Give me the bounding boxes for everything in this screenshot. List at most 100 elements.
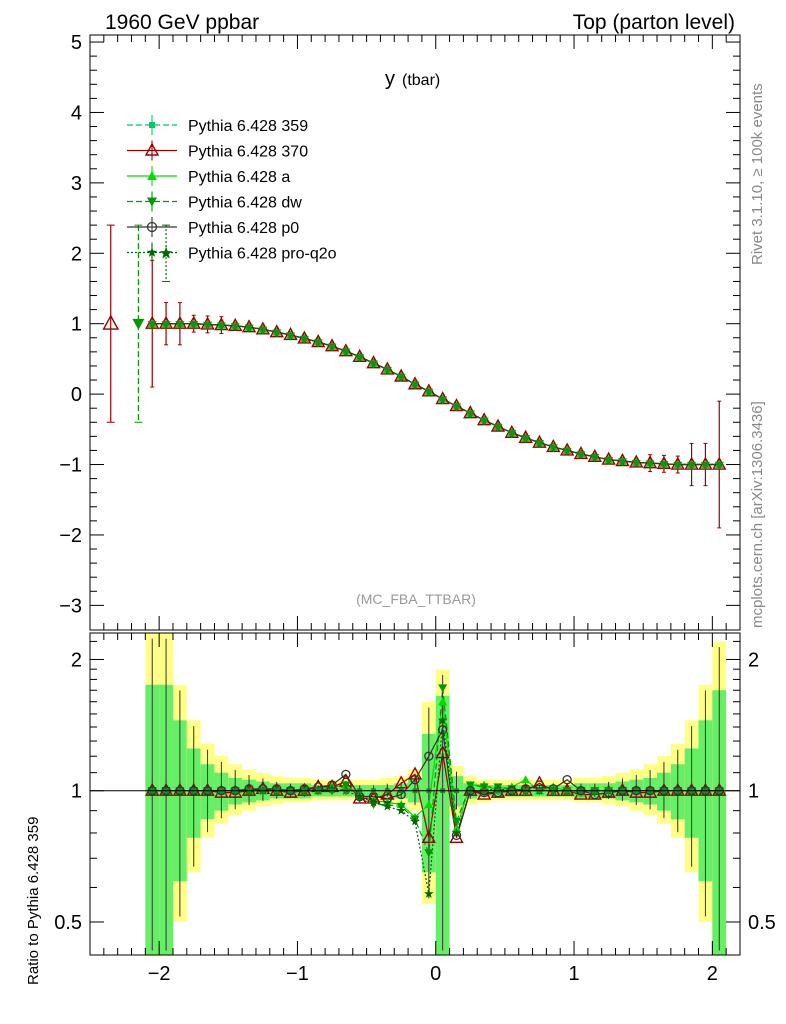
- main-series: [102, 224, 727, 529]
- main-ytick-label: 1: [71, 314, 82, 336]
- ratio-ytick-label: 0.5: [54, 912, 82, 934]
- ratio-marker: [451, 823, 461, 832]
- legend-marker: [147, 197, 157, 207]
- axes: −3 −2 −1 0 1 2 3 4 5 −2 −1 0 1 2 0.5 0.5 1 1 2 2: [54, 32, 776, 985]
- ratio-marker: [341, 769, 351, 780]
- main-marker-359: [606, 457, 612, 462]
- main-series-line: [152, 323, 720, 466]
- main-marker-359: [537, 440, 542, 446]
- ratio-marker: [437, 725, 448, 735]
- ratio-marker: [424, 888, 434, 898]
- main-marker-359: [620, 458, 625, 464]
- ratio-marker: [407, 766, 423, 780]
- main-marker-359: [592, 454, 598, 460]
- ratio-marker: [410, 774, 420, 785]
- ratio-marker: [421, 829, 437, 843]
- legend-label: Pythia 6.428 a: [188, 169, 290, 186]
- ratio-ylabel: Ratio to Pythia 6.428 359: [25, 817, 42, 985]
- main-marker-359: [191, 321, 197, 327]
- main-marker-359: [260, 326, 266, 332]
- main-marker-359: [329, 343, 335, 349]
- main-marker-359: [689, 462, 694, 467]
- legend-label: Pythia 6.428 370: [188, 144, 308, 161]
- xtick-label: 0: [430, 963, 441, 985]
- plot-title-main: y: [385, 68, 395, 90]
- main-marker-359: [301, 336, 307, 341]
- main-marker-359: [246, 324, 252, 330]
- ratio-ytick-label: 1: [71, 781, 82, 803]
- isolated-marker: [159, 246, 173, 259]
- legend: Pythia 6.428 359 Pythia 6.428 370 Pythia 6…: [127, 115, 337, 263]
- isolated-marker: [102, 314, 120, 330]
- legend-marker: [149, 122, 155, 128]
- ratio-ytick-label-right: 1: [748, 781, 759, 803]
- ratio-marker: [382, 801, 392, 811]
- main-marker-359: [205, 322, 210, 327]
- main-marker-359: [523, 435, 529, 441]
- ratio-marker: [562, 774, 572, 785]
- main-marker-359: [371, 360, 376, 366]
- plot-title-sub: (tbar): [402, 72, 440, 89]
- ratio-marker: [424, 799, 434, 809]
- main-ytick-label: 4: [71, 102, 82, 124]
- main-marker-359: [467, 410, 473, 416]
- main-marker-359: [703, 462, 708, 467]
- main-marker-359: [647, 460, 653, 466]
- main-marker-359: [232, 323, 238, 329]
- side-label-top: Rivet 3.1.10, ≥ 100k events: [749, 83, 766, 265]
- main-series-line: [152, 323, 720, 466]
- main-marker-359: [716, 462, 722, 467]
- ratio-marker: [341, 781, 351, 790]
- main-marker-359: [315, 339, 321, 345]
- ratio-marker: [393, 775, 409, 789]
- main-marker-359: [675, 462, 681, 467]
- xtick-label: −2: [148, 963, 171, 985]
- legend-label: Pythia 6.428 dw: [188, 195, 302, 212]
- main-ytick-label: 0: [71, 384, 82, 406]
- legend-marker: [144, 142, 160, 156]
- main-marker-359: [357, 354, 363, 360]
- ratio-marker: [476, 786, 492, 800]
- main-marker-359: [343, 348, 349, 354]
- ratio-marker: [368, 797, 379, 807]
- ratio-marker: [435, 745, 450, 759]
- ratio-ytick-label-right: 0.5: [748, 912, 776, 934]
- ratio-marker: [451, 817, 461, 827]
- right-title: Top (parton level): [573, 11, 735, 34]
- ratio-marker: [410, 816, 420, 826]
- ratio-ytick-label: 2: [71, 649, 82, 671]
- main-marker-359: [661, 461, 667, 467]
- legend-label: Pythia 6.428 p0: [188, 220, 299, 237]
- main-marker-359: [550, 444, 556, 450]
- legend-label: Pythia 6.428 pro-q2o: [188, 246, 337, 263]
- main-ytick-label: 5: [71, 32, 82, 54]
- main-ytick-label: −1: [59, 455, 82, 477]
- main-marker-359: [481, 417, 487, 423]
- main-frame: [89, 34, 741, 631]
- main-series-line: [152, 323, 720, 466]
- main-series-line: [152, 323, 720, 466]
- legend-marker: [147, 171, 157, 180]
- ratio-marker: [396, 805, 406, 815]
- main-ytick-label: −3: [59, 595, 82, 617]
- main-marker-359: [177, 321, 183, 327]
- ratio-marker: [438, 684, 448, 693]
- legend-marker: [146, 221, 158, 233]
- main-ytick-label: 3: [71, 173, 82, 195]
- xtick-label: 2: [707, 963, 718, 985]
- main-marker-359: [163, 321, 169, 327]
- xtick-label: 1: [568, 963, 579, 985]
- ratio-marker: [449, 829, 464, 843]
- ratio-marker: [465, 781, 475, 790]
- main-marker-359: [398, 374, 404, 379]
- main-marker-359: [495, 424, 501, 429]
- ratio-ytick-label-right: 2: [748, 649, 759, 671]
- ratio-marker: [355, 794, 365, 803]
- legend-label: Pythia 6.428 359: [188, 118, 308, 135]
- main-series-line: [152, 323, 720, 466]
- ratio-marker: [424, 849, 434, 858]
- main-marker-359: [633, 460, 639, 465]
- main-marker-359: [288, 332, 293, 338]
- main-marker-359: [454, 403, 459, 409]
- ratio-marker: [369, 800, 379, 809]
